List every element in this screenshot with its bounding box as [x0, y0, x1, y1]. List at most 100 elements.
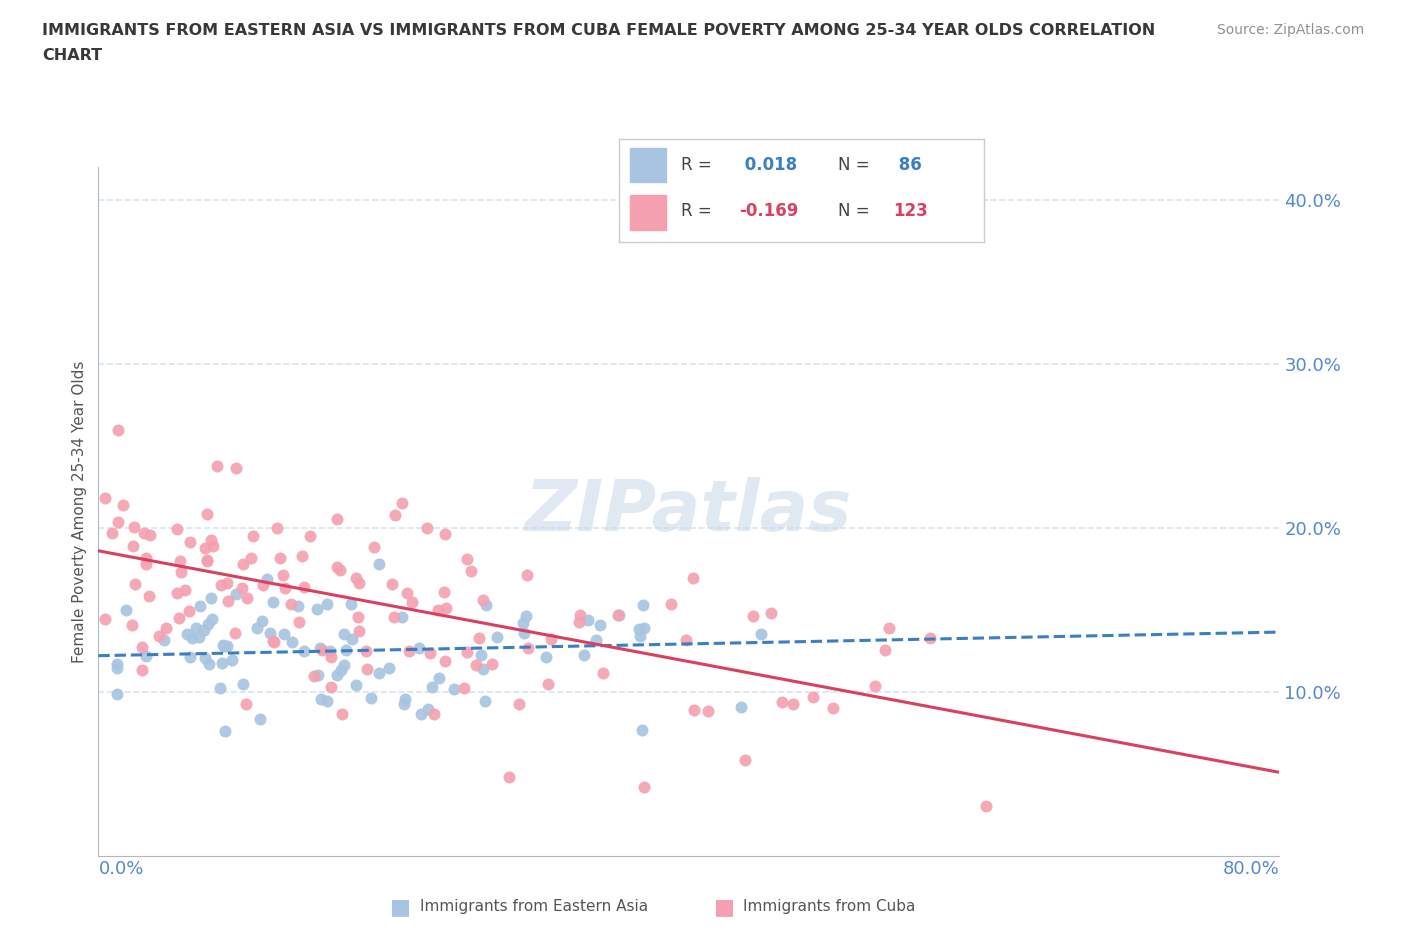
Immigrants from Cuba — [344, 570, 367, 585]
Text: 123: 123 — [893, 202, 928, 220]
Immigrants from Cuba — [200, 533, 222, 548]
Immigrants from Cuba — [433, 654, 456, 669]
Text: CHART: CHART — [42, 48, 103, 63]
Immigrants from Cuba — [363, 539, 385, 554]
Immigrants from Eastern Asia — [208, 681, 231, 696]
Immigrants from Cuba — [240, 551, 263, 565]
Immigrants from Cuba — [347, 609, 370, 624]
Immigrants from Eastern Asia — [368, 556, 391, 571]
Immigrants from Cuba — [734, 753, 756, 768]
Immigrants from Cuba — [401, 594, 423, 609]
Immigrants from Eastern Asia — [308, 641, 330, 656]
Immigrants from Eastern Asia — [333, 626, 356, 641]
Immigrants from Cuba — [782, 697, 804, 711]
Immigrants from Cuba — [121, 618, 143, 633]
Immigrants from Cuba — [166, 522, 188, 537]
Immigrants from Cuba — [195, 552, 218, 567]
Immigrants from Eastern Asia — [152, 632, 174, 647]
Immigrants from Eastern Asia — [181, 631, 204, 645]
Immigrants from Cuba — [236, 591, 259, 605]
Immigrants from Eastern Asia — [589, 618, 612, 632]
Immigrants from Eastern Asia — [105, 686, 128, 701]
Immigrants from Eastern Asia — [319, 644, 342, 658]
Text: Immigrants from Cuba: Immigrants from Cuba — [744, 899, 915, 914]
Immigrants from Cuba — [770, 695, 793, 710]
Immigrants from Eastern Asia — [176, 627, 198, 642]
Immigrants from Eastern Asia — [114, 603, 136, 618]
Immigrants from Eastern Asia — [135, 648, 157, 663]
Immigrants from Cuba — [329, 563, 352, 578]
Text: IMMIGRANTS FROM EASTERN ASIA VS IMMIGRANTS FROM CUBA FEMALE POVERTY AMONG 25-34 : IMMIGRANTS FROM EASTERN ASIA VS IMMIGRAN… — [42, 23, 1156, 38]
Immigrants from Cuba — [354, 644, 377, 658]
Immigrants from Eastern Asia — [392, 697, 415, 711]
Immigrants from Eastern Asia — [212, 638, 235, 653]
Immigrants from Eastern Asia — [471, 662, 494, 677]
Immigrants from Eastern Asia — [513, 625, 536, 640]
Immigrants from Cuba — [974, 799, 997, 814]
Immigrants from Eastern Asia — [256, 572, 278, 587]
Immigrants from Eastern Asia — [107, 660, 129, 675]
Immigrants from Eastern Asia — [360, 691, 382, 706]
Immigrants from Cuba — [225, 460, 247, 475]
Immigrants from Eastern Asia — [309, 691, 332, 706]
Immigrants from Eastern Asia — [335, 643, 357, 658]
Immigrants from Cuba — [433, 527, 456, 542]
Immigrants from Cuba — [330, 706, 353, 721]
Immigrants from Cuba — [759, 605, 782, 620]
Immigrants from Eastern Asia — [515, 608, 537, 623]
Text: N =: N = — [838, 202, 869, 220]
Immigrants from Eastern Asia — [215, 638, 238, 653]
Immigrants from Cuba — [122, 519, 145, 534]
Immigrants from Eastern Asia — [443, 682, 465, 697]
Immigrants from Cuba — [262, 633, 284, 648]
Immigrants from Eastern Asia — [391, 609, 413, 624]
Immigrants from Cuba — [167, 611, 190, 626]
Immigrants from Eastern Asia — [607, 608, 630, 623]
Immigrants from Eastern Asia — [262, 595, 284, 610]
Immigrants from Cuba — [697, 704, 720, 719]
Immigrants from Cuba — [194, 540, 217, 555]
Immigrants from Cuba — [101, 525, 124, 540]
Immigrants from Eastern Asia — [485, 630, 508, 644]
Immigrants from Cuba — [155, 620, 177, 635]
Immigrants from Cuba — [742, 608, 765, 623]
Text: N =: N = — [838, 156, 869, 174]
Immigrants from Cuba — [433, 585, 456, 600]
Immigrants from Cuba — [540, 631, 562, 646]
Immigrants from Eastern Asia — [394, 692, 416, 707]
Immigrants from Cuba — [537, 676, 560, 691]
Immigrants from Eastern Asia — [273, 627, 295, 642]
Immigrants from Cuba — [280, 596, 302, 611]
Immigrants from Cuba — [468, 631, 491, 645]
Immigrants from Cuba — [209, 578, 232, 592]
Text: 0.0%: 0.0% — [98, 860, 143, 878]
Immigrants from Cuba — [195, 507, 218, 522]
Immigrants from Eastern Asia — [315, 597, 337, 612]
Immigrants from Eastern Asia — [246, 620, 269, 635]
Immigrants from Cuba — [121, 538, 143, 553]
Immigrants from Eastern Asia — [628, 622, 651, 637]
Immigrants from Eastern Asia — [536, 649, 558, 664]
Immigrants from Eastern Asia — [307, 602, 329, 617]
Immigrants from Cuba — [291, 549, 314, 564]
Immigrants from Eastern Asia — [416, 701, 439, 716]
Immigrants from Cuba — [481, 657, 503, 671]
Immigrants from Eastern Asia — [340, 597, 363, 612]
Immigrants from Eastern Asia — [578, 612, 600, 627]
Immigrants from Eastern Asia — [201, 611, 224, 626]
Immigrants from Cuba — [231, 580, 253, 595]
Immigrants from Eastern Asia — [193, 622, 215, 637]
Immigrants from Cuba — [326, 512, 349, 526]
Immigrants from Cuba — [94, 490, 117, 505]
Immigrants from Cuba — [382, 609, 405, 624]
Immigrants from Cuba — [419, 645, 441, 660]
Immigrants from Cuba — [326, 560, 349, 575]
Text: 0.018: 0.018 — [740, 156, 797, 174]
Immigrants from Cuba — [460, 564, 482, 578]
Immigrants from Cuba — [135, 551, 157, 565]
Immigrants from Eastern Asia — [512, 616, 534, 631]
Immigrants from Cuba — [148, 629, 170, 644]
Text: 86: 86 — [893, 156, 921, 174]
Immigrants from Cuba — [456, 644, 478, 659]
FancyBboxPatch shape — [630, 194, 666, 230]
